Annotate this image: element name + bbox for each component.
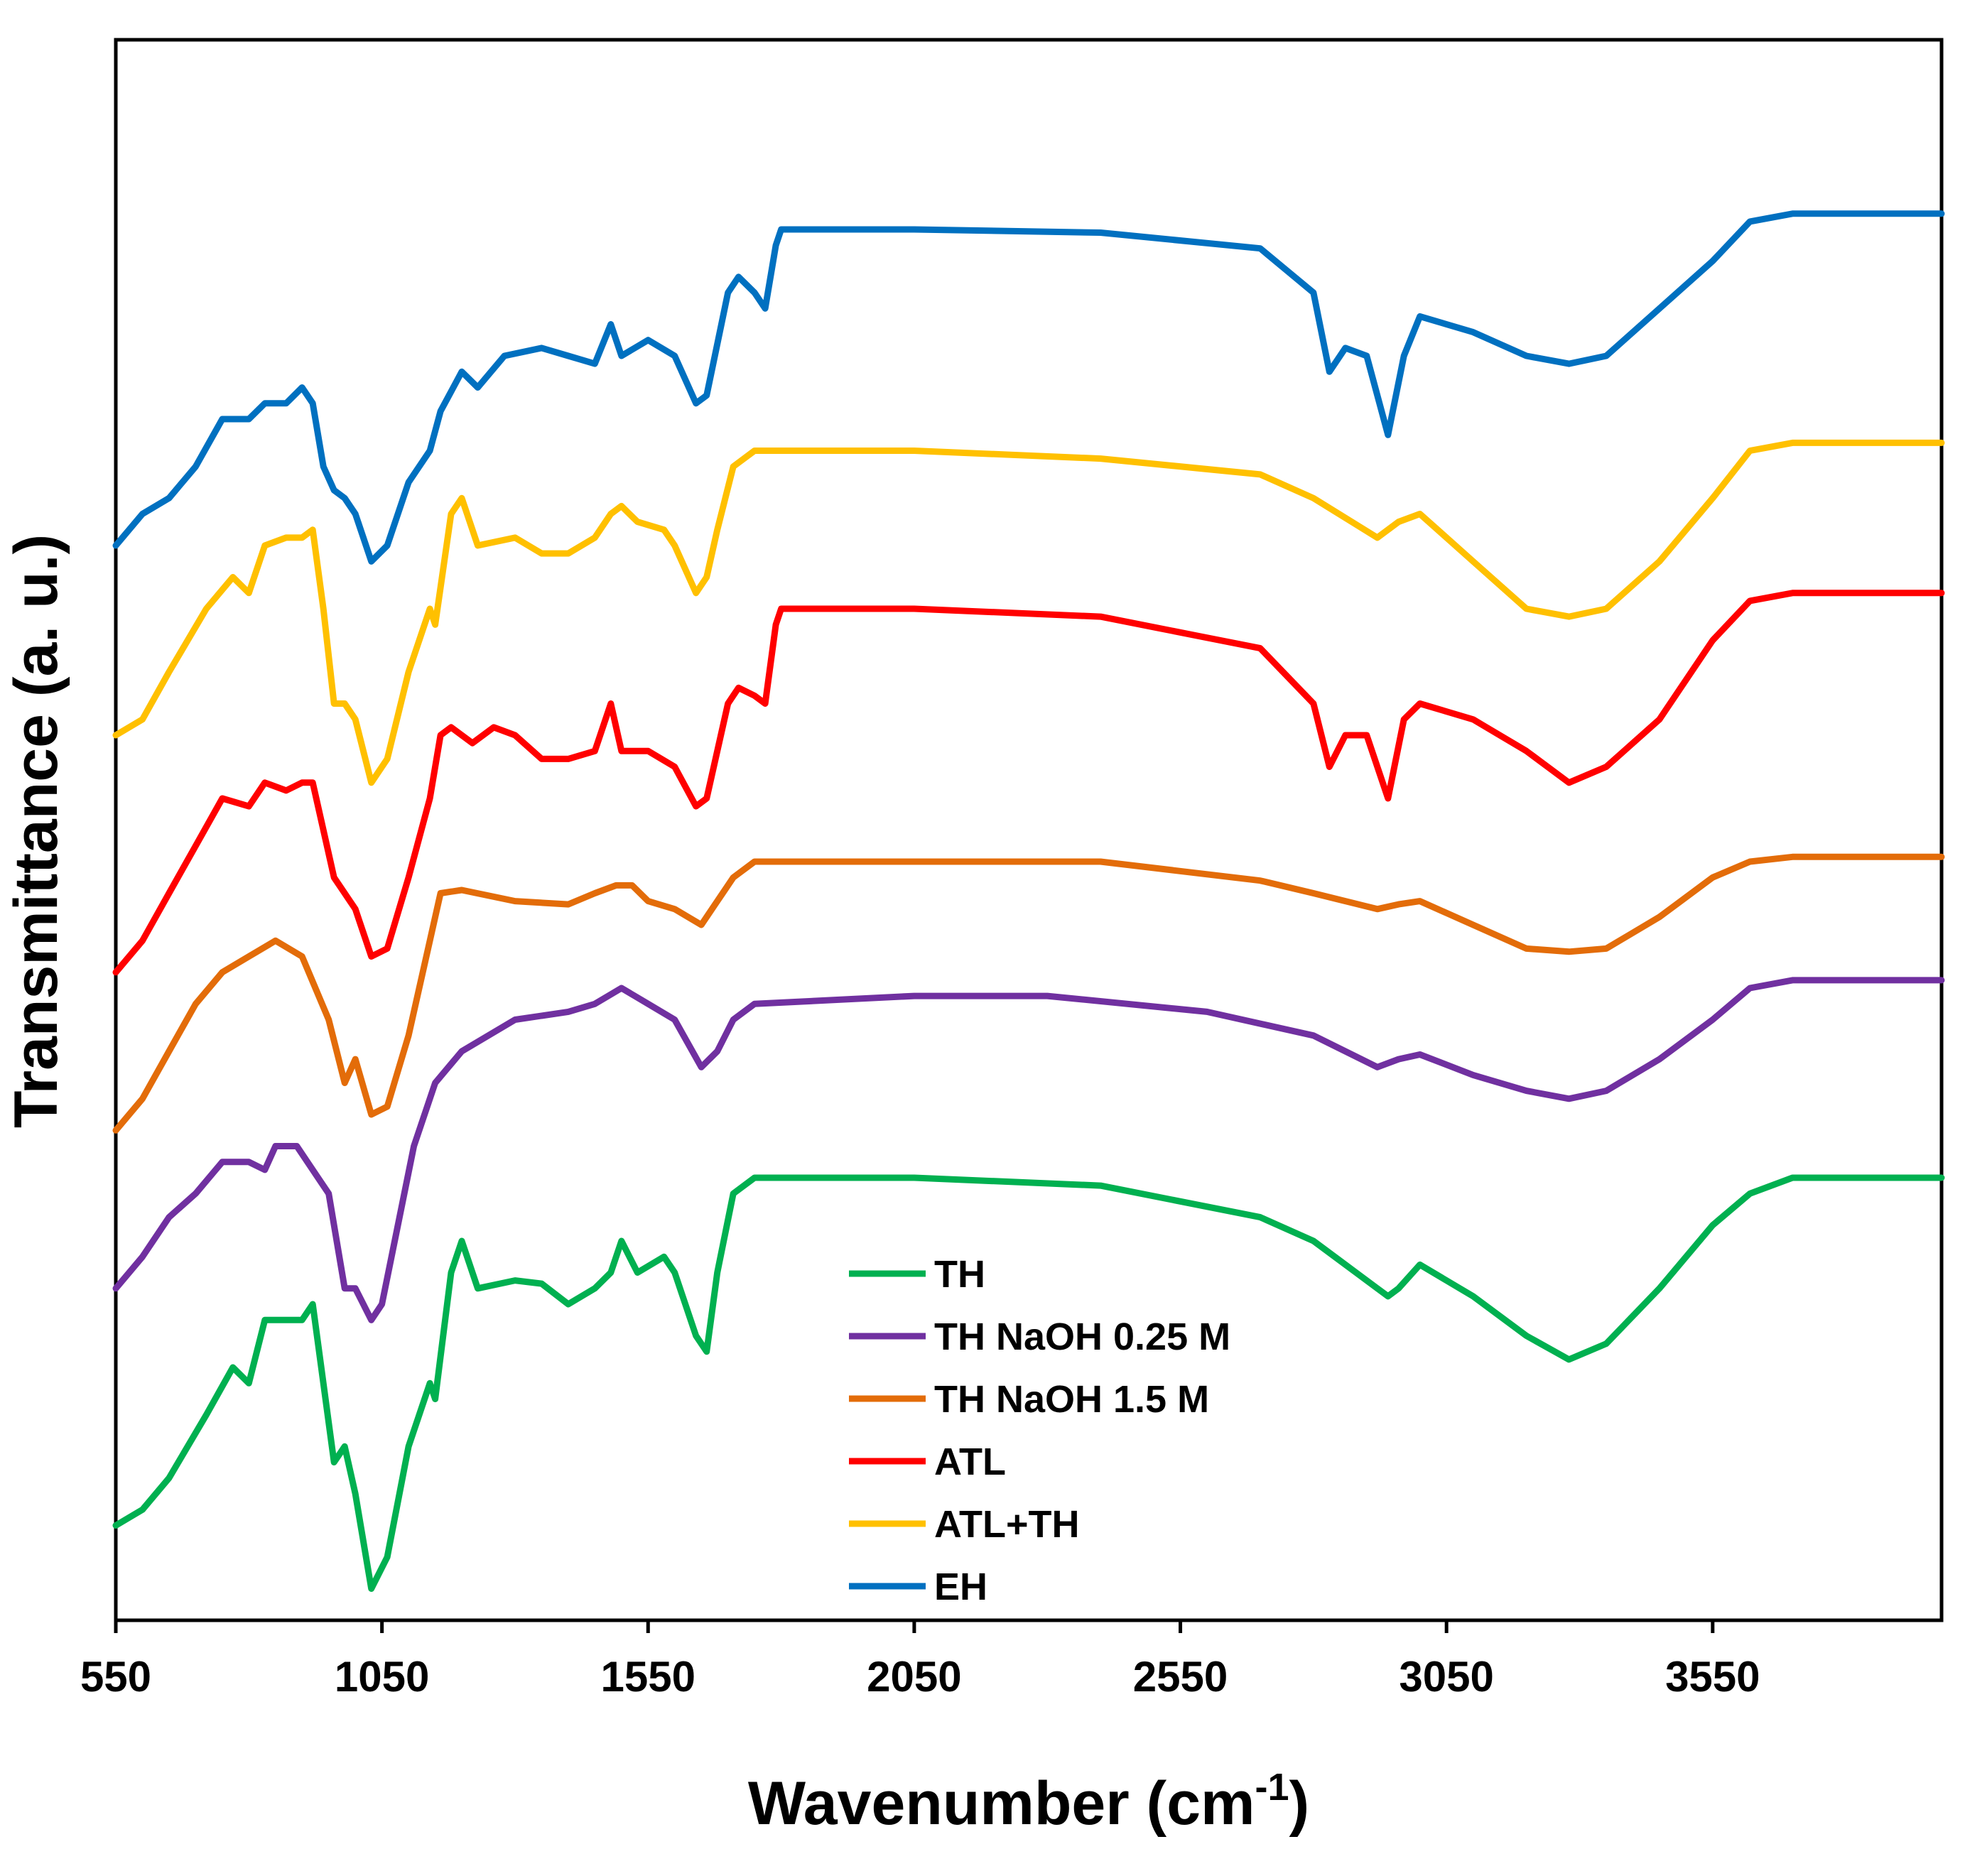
x-axis-title-end: ): [1289, 1769, 1310, 1838]
x-axis-title-main: Wavenumber (cm: [748, 1769, 1255, 1838]
legend-label: EH: [934, 1566, 987, 1608]
plot-area: [114, 38, 1944, 1622]
x-tick-label: 1550: [601, 1653, 695, 1701]
series-group: [112, 210, 1945, 1592]
series-line-th-naoh-0-25-m: [112, 977, 1945, 1323]
x-tick-label: 2050: [867, 1653, 961, 1701]
y-axis-title: Transmittance (a. u.): [2, 534, 70, 1128]
x-axis-title: Wavenumber (cm-1): [748, 1766, 1309, 1838]
legend: TH TH NaOH 0.25 M TH NaOH 1.5 M ATL ATL+TH EH: [849, 1253, 1230, 1608]
legend-label: ATL+TH: [934, 1503, 1079, 1546]
legend-label: TH NaOH 0.25 M: [934, 1316, 1230, 1358]
x-tick-label: 550: [80, 1653, 151, 1701]
x-tick-label: 2550: [1133, 1653, 1228, 1701]
legend-label: ATL: [934, 1441, 1006, 1483]
series-line-atl: [112, 590, 1945, 976]
x-tick-label: 3050: [1399, 1653, 1493, 1701]
x-tick-label: 3550: [1665, 1653, 1760, 1701]
series-line-eh: [112, 210, 1945, 565]
x-axis-title-superscript: -1: [1255, 1766, 1289, 1809]
series-line-th: [112, 1174, 1945, 1592]
x-axis: 550 1050 1550 2050 2550 3050 3550: [80, 1620, 1760, 1701]
legend-label: TH NaOH 1.5 M: [934, 1378, 1209, 1421]
series-line-th-naoh-1-5-m: [112, 853, 1945, 1134]
series-line-atl-th: [112, 439, 1945, 786]
legend-label: TH: [934, 1253, 985, 1296]
x-tick-label: 1050: [335, 1653, 429, 1701]
